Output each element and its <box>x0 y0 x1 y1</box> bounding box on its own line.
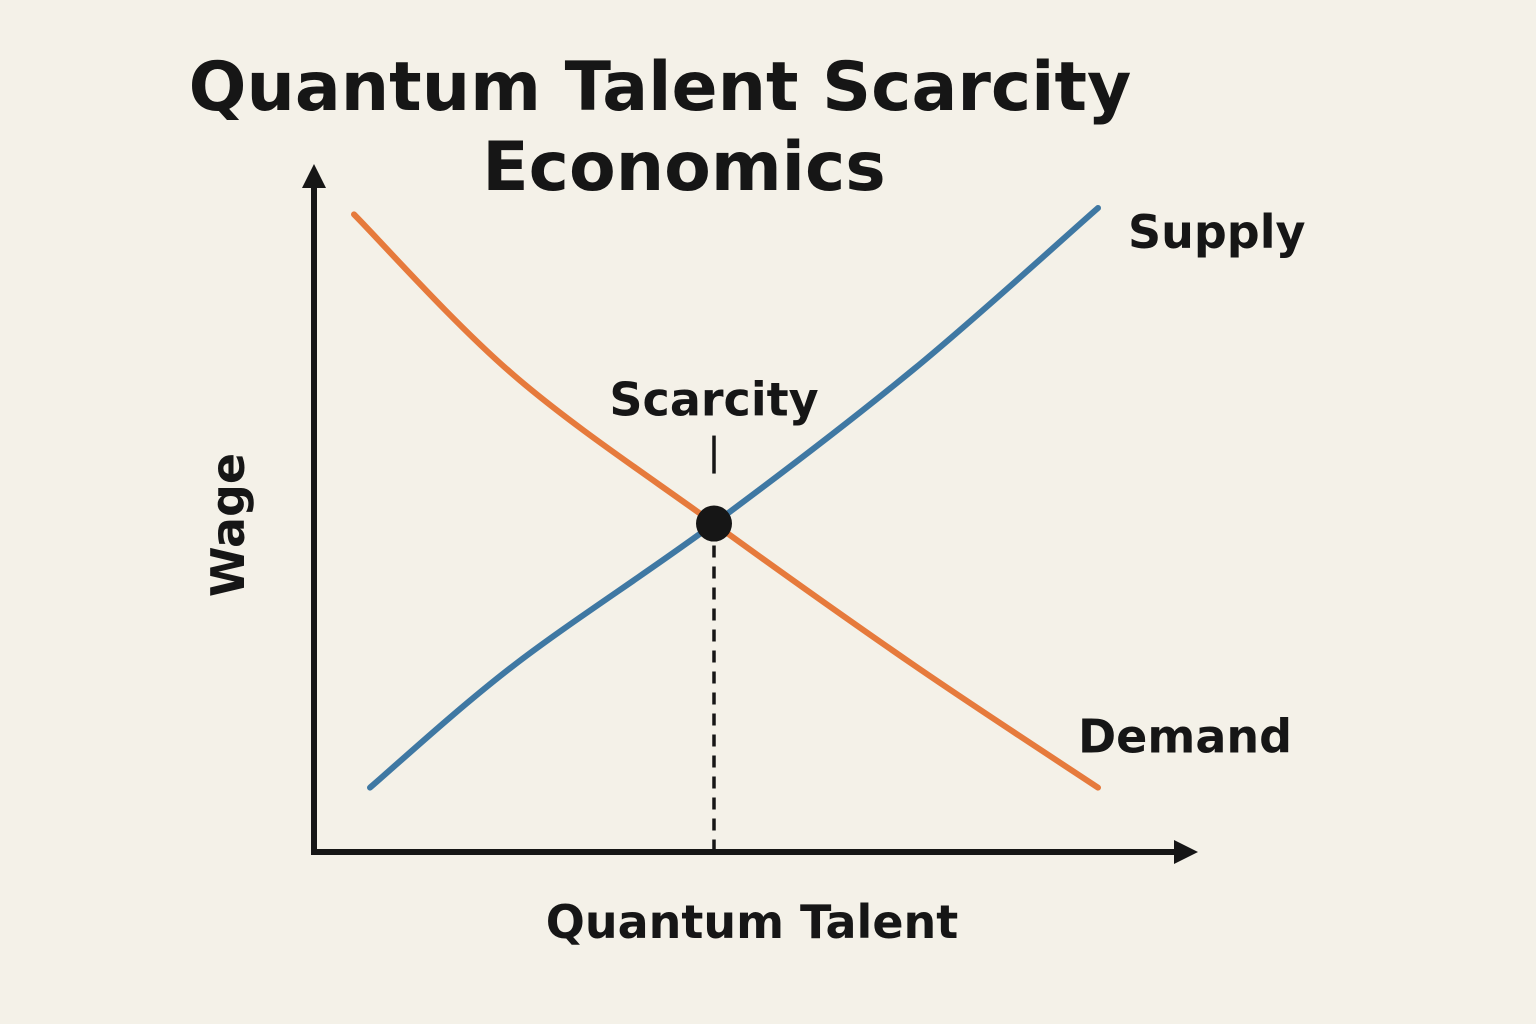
chart-marks: Supply Demand Scarcity <box>351 205 1306 852</box>
equilibrium-point <box>696 505 732 542</box>
series-line-supply <box>367 205 1101 791</box>
y-axis-label: Wage <box>201 453 255 597</box>
equilibrium-label: Scarcity <box>609 373 818 427</box>
series-label-demand: Demand <box>1078 710 1292 764</box>
title-line-2: Economics <box>482 128 886 207</box>
x-axis-label: Quantum Talent <box>546 895 959 949</box>
axes <box>302 164 1198 864</box>
title-line-1: Quantum Talent Scarcity <box>189 48 1132 127</box>
series-label-supply: Supply <box>1128 205 1306 259</box>
